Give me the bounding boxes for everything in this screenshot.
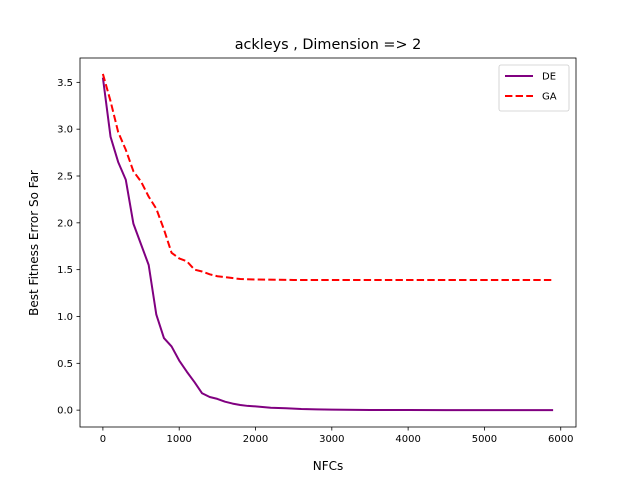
x-axis-label: NFCs	[313, 459, 344, 473]
x-tick-label: 4000	[395, 434, 420, 445]
x-tick-label: 2000	[243, 434, 268, 445]
x-tick-label: 0	[100, 434, 106, 445]
legend: DE GA	[498, 64, 570, 112]
x-tick-label: 6000	[548, 434, 573, 445]
y-tick-label: 2.0	[57, 218, 73, 229]
y-tick-label: 2.5	[57, 172, 73, 183]
y-tick-label: 0.5	[57, 359, 73, 370]
plot-area-frame	[79, 57, 577, 428]
x-tick-label: 5000	[472, 434, 497, 445]
x-tick-label: 1000	[166, 434, 191, 445]
y-tick-label: 3.0	[57, 125, 73, 136]
series-line-de	[101, 77, 554, 412]
series-line-ga	[101, 73, 554, 281]
chart-title: ackleys , Dimension => 2	[235, 37, 422, 53]
y-tick-label: 1.0	[57, 312, 73, 323]
y-tick-label: 0.0	[57, 406, 73, 417]
y-axis-label: Best Fitness Error So Far	[27, 170, 41, 316]
y-axis: 0.0 0.5 1.0 1.5 2.0 2.5 3.0 3.5	[57, 78, 80, 417]
x-tick-label: 3000	[319, 434, 344, 445]
y-tick-label: 1.5	[57, 265, 73, 276]
x-axis: 0 1000 2000 3000 4000 5000 6000	[100, 427, 573, 445]
legend-label-ga: GA	[542, 92, 557, 103]
y-tick-label: 3.5	[57, 78, 73, 89]
legend-box	[498, 64, 570, 112]
legend-label-de: DE	[542, 72, 556, 83]
